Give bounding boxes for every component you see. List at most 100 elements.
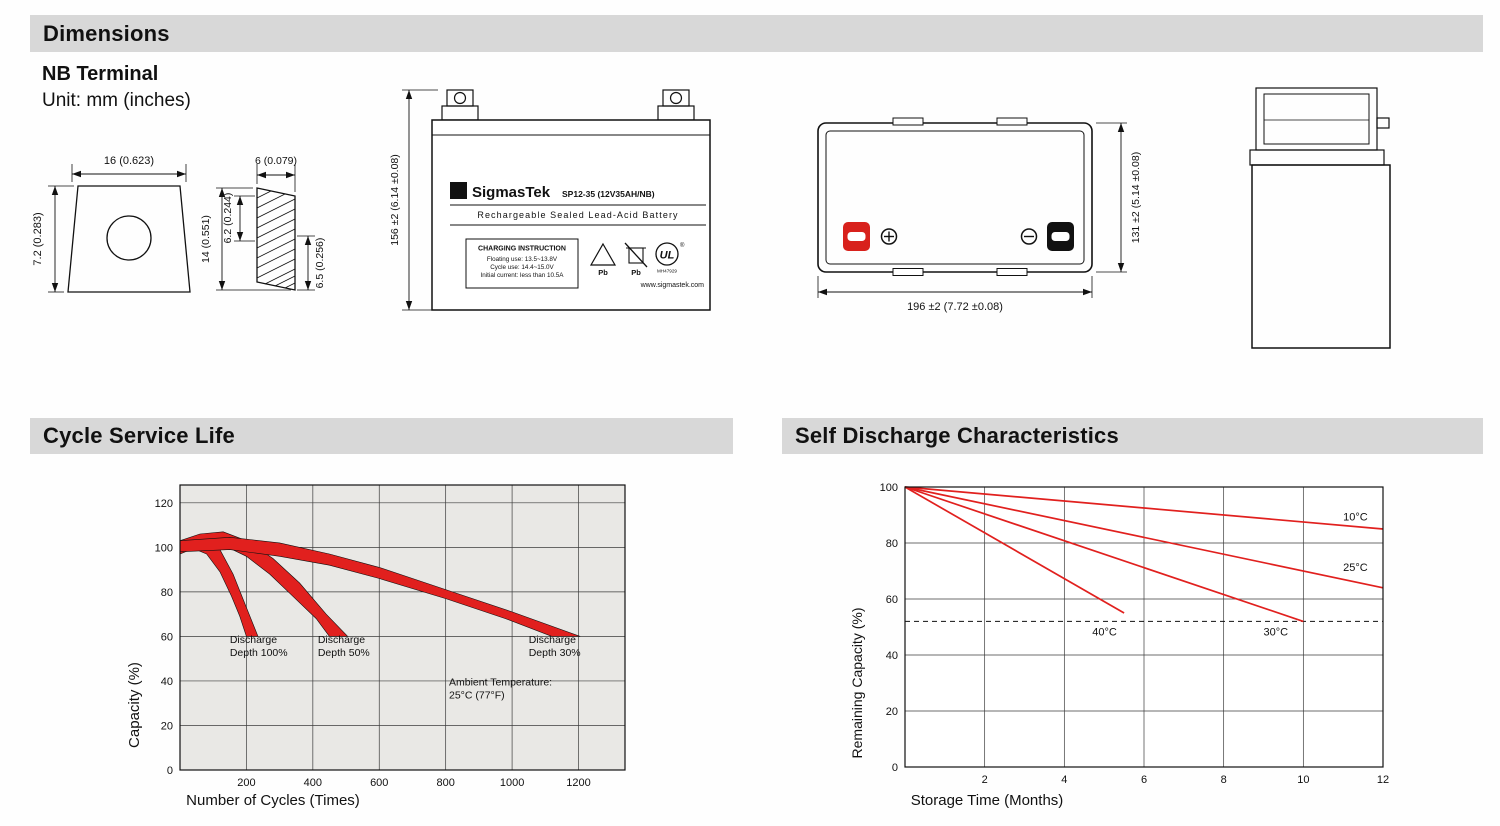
terminal-front-view-drawing: 16 (0.623) 7.2 (0.283) [32, 155, 191, 293]
hatch-line [256, 190, 272, 199]
side-flange [1249, 149, 1385, 166]
x-axis-title: Number of Cycles (Times) [186, 792, 360, 809]
battery-front-view-drawing: 156 ±2 (6.14 ±0.08) Σ SigmasTek SP12-35 … [389, 89, 711, 311]
temperature-label: 25°C [1343, 562, 1368, 574]
terminal-bolt-hole-left [453, 91, 467, 105]
handle-tab [996, 268, 1028, 276]
dimension-arrow [236, 196, 244, 205]
y-tick-label: 120 [155, 498, 173, 510]
model-number: SP12-35 (12V35AH/NB) [562, 189, 655, 199]
handle-tab [996, 117, 1028, 126]
plot-border [904, 486, 1384, 768]
dimensions-section-title: Dimensions [43, 20, 170, 46]
dimensions-section-header: Dimensions [30, 15, 1483, 52]
dimension-arrow [51, 186, 59, 195]
hatch-line [264, 268, 296, 285]
self-discharge-chart: Remaining Capacity (%) Storage Time (Mon… [849, 482, 1389, 809]
y-axis-title: Remaining Capacity (%) [849, 608, 865, 759]
brand-logo-mark [450, 182, 467, 199]
recycle-triangle-icon [589, 242, 617, 266]
circle-minus-icon [1020, 228, 1038, 245]
cycle-service-life-chart: Capacity (%) Number of Cycles (Times) 20… [126, 484, 626, 809]
chart-annotation: Ambient Temperature: [449, 676, 552, 688]
terminal-slot [1051, 232, 1070, 241]
y-tick-label: 40 [886, 650, 898, 662]
ul-mark-icon [655, 242, 679, 266]
y-tick-label: 20 [161, 720, 173, 732]
battery-side-view-drawing [1249, 87, 1391, 349]
temperature-line [904, 486, 1304, 623]
x-tick-label: 200 [237, 777, 255, 789]
charging-instruction-box [465, 238, 579, 289]
temperature-label: 10°C [1343, 512, 1368, 524]
handle-tab [892, 268, 924, 276]
brand-name: SigmasTek [472, 184, 551, 201]
dimension-arrow [72, 170, 81, 178]
hatch-line [256, 208, 296, 229]
dimension-arrow [236, 232, 244, 241]
chart-annotation: Depth 100% [230, 647, 288, 659]
hatch-line [256, 248, 296, 269]
website-text: www.sigmastek.com [640, 282, 705, 289]
bin-cross-line [624, 242, 648, 268]
battery-type-text: Rechargeable Sealed Lead-Acid Battery [477, 210, 678, 220]
registered-symbol: ® [680, 242, 685, 249]
hatch-line [256, 238, 296, 259]
y-tick-label: 80 [886, 538, 898, 550]
battery-top-view-drawing: 196 ±2 (7.72 ±0.08) 131 ±2 (5.14 ±0.08) [817, 117, 1142, 313]
terminal-section-view-drawing: 6 (0.079) 14 (0.551) 6.2 (0.244) 6.5 (0.… [200, 155, 326, 291]
chart-annotation: 25°C (77°F) [449, 689, 505, 701]
terminal-slot [847, 232, 866, 241]
chart-annotation: Discharge [230, 634, 277, 646]
hatch-line [256, 228, 296, 249]
x-tick-label: 4 [1061, 774, 1067, 786]
x-tick-label: 1000 [500, 777, 524, 789]
dimension-arrow [218, 281, 226, 290]
hatch-line [256, 218, 296, 239]
temperature-line [904, 486, 1384, 589]
plot-border [179, 484, 626, 771]
top-view-outer-case [817, 122, 1093, 273]
charging-line2: Cycle use: 14.4~15.0V [490, 264, 554, 271]
side-body [1251, 164, 1391, 349]
y-tick-label: 0 [167, 765, 173, 777]
terminal-type-heading: NB Terminal [42, 63, 159, 85]
y-tick-label: 20 [886, 706, 898, 718]
dimension-arrow [257, 171, 266, 179]
self-discharge-header: Self Discharge Characteristics [782, 418, 1483, 454]
section-outline [256, 187, 296, 291]
hatch-line [256, 193, 286, 209]
circle-plus-icon [880, 228, 898, 245]
dimension-arrow [286, 171, 295, 179]
y-tick-label: 100 [155, 542, 173, 554]
hatch-line [256, 198, 296, 219]
section-right-height-dimension: 6.5 (0.256) [314, 238, 326, 289]
terminal-width-dimension: 16 (0.623) [104, 155, 154, 167]
y-tick-label: 100 [880, 482, 898, 494]
dimension-arrow [1117, 263, 1125, 272]
section-inner-height-dimension: 6.2 (0.244) [222, 193, 234, 244]
dimension-arrow [218, 188, 226, 197]
x-tick-label: 10 [1297, 774, 1309, 786]
top-view-height-dimension: 131 ±2 (5.14 ±0.08) [1130, 152, 1142, 244]
battery-case [431, 119, 711, 311]
x-tick-label: 8 [1221, 774, 1227, 786]
hatch-line [256, 258, 296, 279]
handle-tab [892, 117, 924, 126]
discharge-depth-band [179, 536, 581, 637]
dimension-arrow [304, 281, 312, 290]
brand-logo-glyph: Σ [455, 184, 463, 199]
x-tick-label: 12 [1377, 774, 1389, 786]
top-view-width-dimension: 196 ±2 (7.72 ±0.08) [907, 301, 1003, 313]
y-tick-label: 60 [161, 631, 173, 643]
x-tick-label: 1200 [566, 777, 590, 789]
section-outer-height-dimension: 14 (0.551) [200, 215, 212, 263]
pb-label-2: Pb [631, 268, 641, 277]
chart-annotation: Discharge [318, 634, 365, 646]
terminal-hole [106, 215, 152, 261]
terminal-base-right [657, 105, 695, 121]
ul-mark-text: UL [660, 250, 675, 262]
y-tick-label: 60 [886, 594, 898, 606]
x-tick-label: 800 [436, 777, 454, 789]
chart-annotation: Depth 50% [318, 647, 370, 659]
